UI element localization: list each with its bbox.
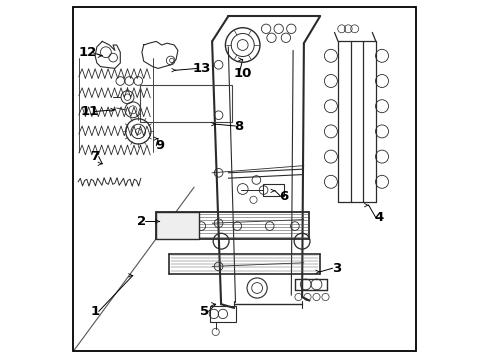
Bar [210, 306, 235, 322]
Text: 5: 5 [200, 305, 209, 318]
Text: 3: 3 [331, 262, 340, 275]
Text: 7: 7 [90, 150, 100, 163]
Text: 11: 11 [81, 105, 99, 118]
Text: 12: 12 [79, 46, 97, 59]
Text: 6: 6 [279, 190, 288, 203]
Text: 9: 9 [155, 139, 164, 152]
Bar [156, 212, 199, 239]
Text: 1: 1 [90, 305, 100, 318]
Bar [140, 85, 231, 122]
Text: 4: 4 [374, 211, 384, 224]
Text: 2: 2 [137, 215, 146, 228]
Text: 10: 10 [233, 67, 251, 80]
Text: 13: 13 [192, 62, 210, 75]
Bar [262, 184, 284, 196]
Text: 8: 8 [234, 120, 243, 132]
